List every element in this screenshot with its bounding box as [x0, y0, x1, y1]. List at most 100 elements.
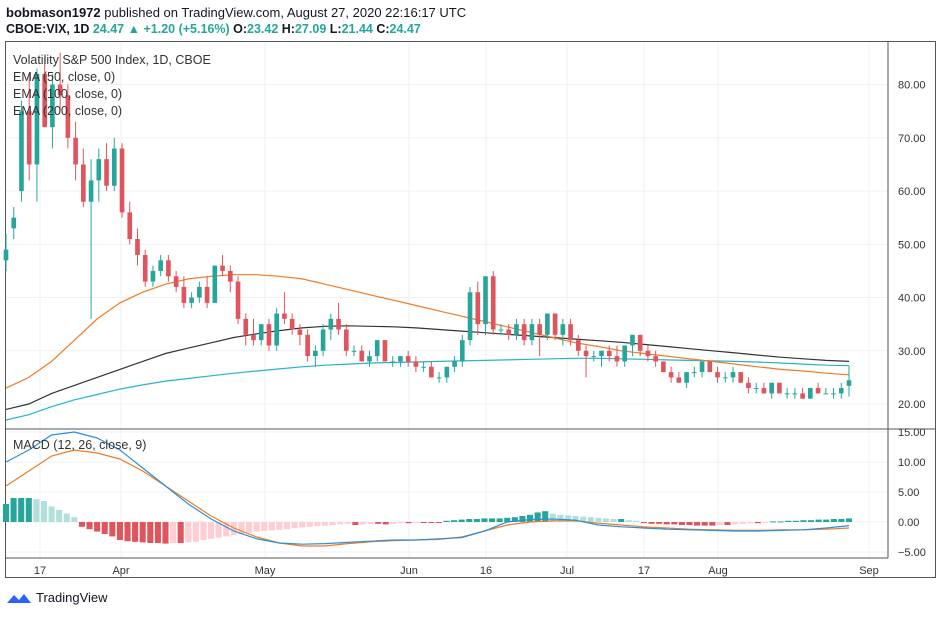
macd-tick-label-2: 5.00	[898, 487, 919, 499]
candle-body	[753, 388, 759, 390]
candle-20	[158, 254, 163, 277]
macd-histogram-bar-47	[359, 522, 366, 525]
candle-68	[529, 318, 535, 346]
candle-body	[815, 388, 821, 394]
candle-body	[637, 334, 643, 351]
candle-body	[684, 372, 689, 383]
legend-ema50: EMA (50, close, 0)	[13, 70, 116, 84]
macd-histogram-bar-107	[815, 519, 822, 522]
candle-body	[235, 281, 241, 319]
price-tick-label-2: 40.00	[898, 293, 926, 305]
candle-74	[575, 334, 581, 357]
macd-histogram-bar-9	[71, 517, 78, 522]
candle-47	[367, 350, 372, 367]
tradingview-logo-icon	[7, 593, 31, 603]
candle-body	[568, 324, 573, 341]
author-name[interactable]: bobmason1972	[6, 5, 101, 20]
candle-body	[831, 393, 836, 395]
candle-body	[34, 73, 40, 165]
candle-body	[738, 372, 744, 383]
high-value: 27.09	[294, 22, 327, 36]
candle-22	[173, 270, 179, 293]
macd-histogram-bar-39	[299, 522, 306, 528]
candle-81	[630, 334, 635, 357]
candle-body	[707, 361, 713, 373]
candle-9	[73, 121, 78, 181]
candle-body	[181, 286, 187, 303]
macd-histogram-bar-52	[397, 522, 404, 524]
candle-body	[444, 366, 450, 378]
candle-body	[808, 388, 813, 399]
candle-body	[274, 313, 280, 346]
candle-body	[823, 393, 829, 395]
candle-body	[575, 340, 581, 351]
macd-histogram-bar-94	[716, 522, 723, 525]
candle-body	[266, 324, 272, 346]
candle-75	[583, 345, 589, 378]
macd-histogram-bar-65	[496, 518, 503, 522]
candle-0	[3, 233, 9, 271]
candle-84	[653, 350, 658, 367]
candle-28	[220, 254, 225, 277]
candle-49	[382, 340, 388, 362]
macd-histogram-bar-42	[321, 522, 329, 526]
legend-ema200: EMA (200, close, 0)	[13, 104, 123, 118]
macd-histogram-bar-27	[208, 522, 215, 539]
macd-histogram-bar-48	[367, 522, 374, 524]
candle-30	[235, 276, 241, 325]
macd-histogram-bar-101	[770, 521, 777, 523]
candle-102	[792, 388, 798, 399]
open-value: 23.42	[247, 22, 279, 36]
price-tick-label-6: 80.00	[898, 80, 926, 92]
candle-body	[421, 366, 426, 368]
candle-107	[831, 388, 836, 399]
candle-body	[413, 361, 419, 367]
candle-12	[96, 148, 102, 202]
candle-46	[359, 345, 365, 362]
time-tick-label-0: 17	[34, 565, 46, 577]
candle-body	[313, 350, 318, 357]
macd-histogram-bar-31	[238, 522, 245, 534]
macd-histogram-bar-95	[724, 522, 731, 525]
candle-94	[730, 366, 736, 383]
ema100-line	[5, 325, 850, 410]
candle-51	[398, 356, 403, 367]
candle-body	[282, 313, 287, 319]
candle-5	[42, 57, 47, 128]
time-tick-label-7: Aug	[708, 565, 728, 577]
macd-histogram-bar-102	[777, 521, 784, 523]
candle-32	[251, 318, 256, 346]
macd-histogram-bar-37	[283, 522, 291, 530]
candle-body	[846, 380, 852, 386]
candle-44	[343, 324, 349, 357]
macd-histogram-bar-21	[162, 522, 169, 544]
candle-body	[127, 212, 133, 239]
candle-36	[282, 292, 287, 325]
candle-body	[343, 329, 349, 351]
candle-63	[490, 270, 496, 335]
candle-27	[212, 265, 218, 303]
candle-body	[374, 340, 380, 357]
macd-histogram-bar-77	[587, 517, 594, 522]
candle-body	[305, 334, 310, 357]
footer-brand[interactable]: TradingView	[6, 590, 108, 605]
candle-78	[606, 345, 612, 362]
candle-body	[591, 356, 597, 358]
macd-histogram-bar-6	[48, 506, 55, 522]
macd-histogram-bar-67	[511, 517, 518, 522]
candle-body	[599, 350, 604, 357]
macd-histogram-bar-106	[807, 520, 815, 522]
macd-histogram-bar-86	[656, 522, 663, 524]
candle-61	[475, 281, 481, 335]
chart-frame[interactable]	[5, 41, 936, 578]
macd-histogram-bar-76	[580, 516, 587, 522]
candle-97	[753, 382, 759, 394]
low-label: L:	[329, 22, 342, 36]
candle-body	[398, 356, 403, 362]
candle-body	[81, 164, 86, 202]
time-tick-label-8: Sep	[859, 565, 879, 577]
candle-body	[761, 388, 767, 394]
candle-38	[297, 324, 303, 346]
candle-body	[498, 329, 504, 331]
